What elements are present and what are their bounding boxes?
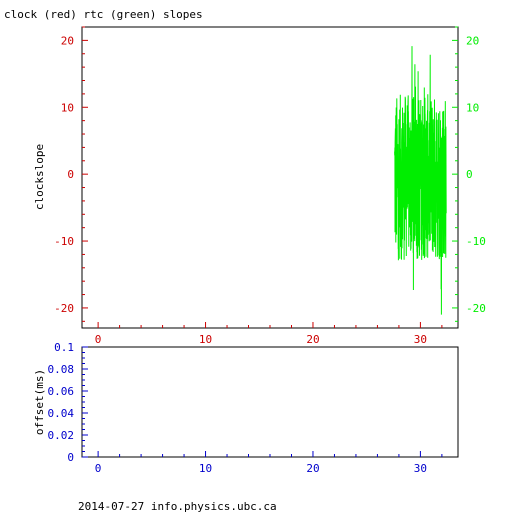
top-panel: 20 10 0 -10 -20 20 10 0 -10 -20 0 10 20 30 clockslo… (33, 26, 486, 346)
top-x-ticks: 0 10 20 30 (95, 322, 443, 346)
top-x-tick-label: 0 (95, 333, 102, 346)
top-y-tick-label: -20 (54, 302, 74, 315)
bottom-y-tick-label: 0 (67, 451, 74, 464)
top-y-tick-label: 0 (67, 168, 74, 181)
top-y-tick-label: -10 (54, 235, 74, 248)
bottom-x-tick-label: 10 (199, 462, 212, 475)
bottom-x-tick-label: 20 (306, 462, 319, 475)
bottom-y-tick-label: 0.02 (48, 429, 75, 442)
top-y-ticks-left: 20 10 0 -10 -20 (54, 26, 88, 322)
top-y-tick-label: 10 (61, 101, 74, 114)
bottom-y-axis-label: offset(ms) (33, 369, 46, 435)
chart-title: clock (red) rtc (green) slopes (4, 8, 203, 21)
top-y-axis-label: clockslope (33, 144, 46, 210)
bottom-y-tick-label: 0.1 (54, 341, 74, 354)
bottom-x-ticks: 0 10 20 30 (95, 451, 443, 475)
top-y2-tick-label: 20 (466, 34, 479, 47)
top-y-ticks-right: 20 10 0 -10 -20 (452, 26, 486, 322)
bottom-y-ticks: 0 0.02 0.04 0.06 0.08 0.1 (48, 341, 88, 464)
top-y2-tick-label: 0 (466, 168, 473, 181)
bottom-y-tick-label: 0.08 (48, 363, 75, 376)
bottom-x-tick-label: 0 (95, 462, 102, 475)
top-x-tick-label: 10 (199, 333, 212, 346)
top-y2-tick-label: -10 (466, 235, 486, 248)
bottom-frame (81, 346, 459, 458)
top-y-tick-label: 20 (61, 34, 74, 47)
top-x-tick-label: 30 (414, 333, 427, 346)
top-y2-tick-label: 10 (466, 101, 479, 114)
top-x-tick-label: 20 (306, 333, 319, 346)
footer-credit: 2014-07-27 info.physics.ubc.ca (78, 500, 277, 512)
bottom-y-tick-label: 0.06 (48, 385, 75, 398)
bottom-panel: 0 0.02 0.04 0.06 0.08 0.1 0 10 20 30 offset(ms) (33, 341, 459, 475)
bottom-y-tick-label: 0.04 (48, 407, 75, 420)
top-y2-tick-label: -20 (466, 302, 486, 315)
bottom-x-tick-label: 30 (414, 462, 427, 475)
rtc-series-line (394, 46, 447, 315)
